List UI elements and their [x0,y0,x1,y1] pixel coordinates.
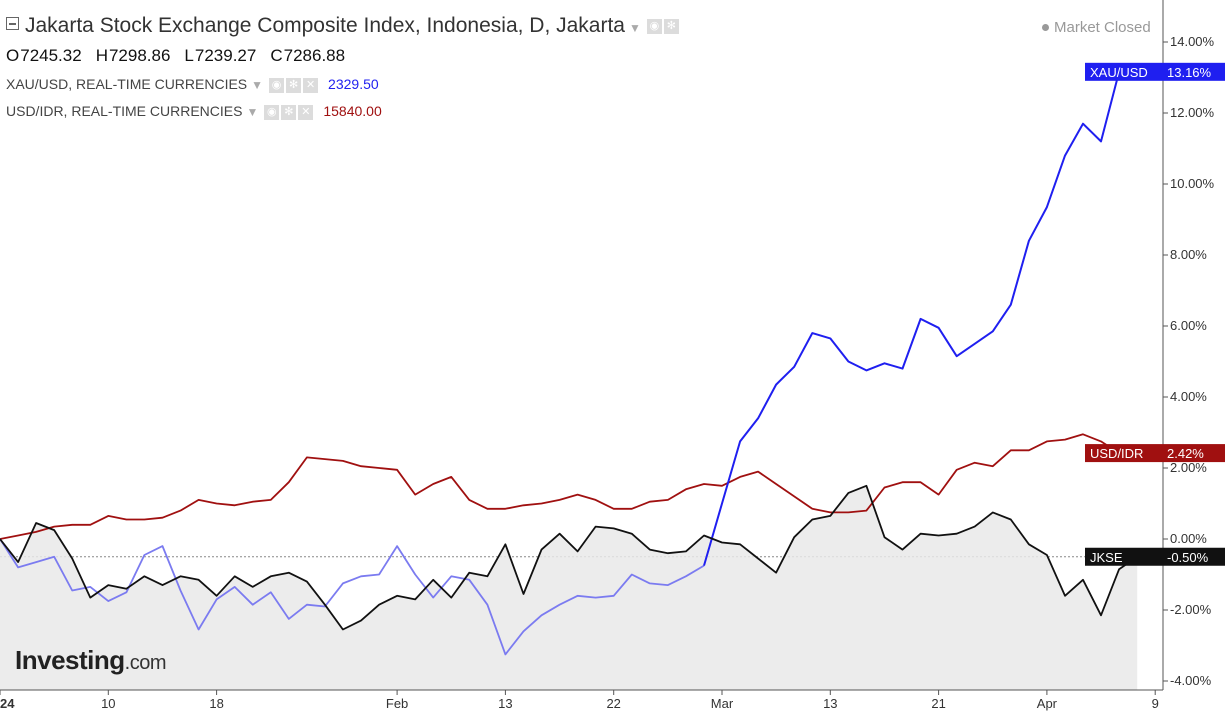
last-value-tag-value: 2.42% [1167,446,1204,461]
x-tick-label: 10 [101,696,115,711]
gear-icon[interactable]: ✻ [286,77,302,93]
ohlc-row: O7245.32 H7298.86 L7239.27 C7286.88 [6,46,359,66]
series-lines [0,71,1138,656]
x-tick-label: Mar [711,696,734,711]
high-label: H [95,46,108,65]
y-tick-label: 12.00% [1170,105,1215,120]
series-label-xau: XAU/USD, REAL-TIME CURRENCIES [6,76,248,92]
y-tick-label: 14.00% [1170,34,1215,49]
last-value-tag: USD/IDR 2.42% [1085,444,1225,463]
low-label: L [184,46,194,65]
last-value-tag-bg [1085,444,1225,463]
logo-suffix: .com [124,652,167,674]
eye-icon[interactable]: ◉ [264,104,280,120]
market-status-text: Market Closed [1054,19,1151,36]
chevron-down-icon[interactable]: ▼ [246,105,259,119]
last-value-tag: XAU/USD 13.16% [1085,62,1225,81]
chevron-down-icon[interactable]: ▼ [629,21,641,35]
series-label-idr: USD/IDR, REAL-TIME CURRENCIES [6,103,243,119]
series-line-usd-idr [0,433,1120,540]
close-value: 7286.88 [283,46,346,65]
chart-title: Jakarta Stock Exchange Composite Index, … [25,14,625,37]
last-value-tag-name: XAU/USD [1090,65,1148,80]
series-line-xau-usd-faded [0,538,705,656]
open-label: O [6,46,20,65]
last-value-tag-bg [1085,62,1225,81]
close-icon[interactable]: ✕ [298,104,314,120]
high-value: 7298.86 [108,46,171,65]
series-row-xau: XAU/USD, REAL-TIME CURRENCIES ▼ ◉ ✻ ✕ 2329.50 [6,76,379,93]
x-tick-label: 18 [209,696,223,711]
x-tick-label: Feb [386,696,408,711]
y-tick-label: 6.00% [1170,318,1207,333]
market-status: Market Closed [1042,19,1151,36]
gear-icon[interactable]: ✻ [281,104,297,120]
y-tick-label: 4.00% [1170,389,1207,404]
y-tick-label: -4.00% [1170,673,1212,688]
last-value-tag-name: USD/IDR [1090,446,1143,461]
jkse-area [0,485,1138,690]
chart-title-row: Jakarta Stock Exchange Composite Index, … [6,14,681,38]
x-tick-label: 9 [1152,696,1159,711]
x-tick-label: 13 [498,696,512,711]
series-line-xau-usd [703,71,1121,566]
x-tick-label: 24 [0,696,15,711]
y-tick-label: -2.00% [1170,602,1212,617]
x-tick-label: 21 [931,696,945,711]
last-value-tag-value: 13.16% [1167,65,1212,80]
series-value-xau: 2329.50 [328,76,379,92]
y-tick-label: 0.00% [1170,531,1207,546]
eye-icon[interactable]: ◉ [646,18,662,34]
last-value-tag-name: JKSE [1090,550,1123,565]
logo-main: Investing [15,645,125,675]
close-label: C [270,46,283,65]
status-dot-icon [1042,23,1049,31]
x-tick-label: 13 [823,696,837,711]
last-value-labels: XAU/USD 13.16% USD/IDR 2.42% JKSE -0.50% [1085,62,1225,566]
eye-icon[interactable]: ◉ [269,77,285,93]
gear-icon[interactable]: ✻ [663,18,679,34]
low-value: 7239.27 [194,46,257,65]
open-value: 7245.32 [20,46,82,65]
y-tick-label: 8.00% [1170,247,1207,262]
y-tick-label: 10.00% [1170,176,1215,191]
last-value-tag-bg [1085,547,1225,566]
investing-logo: Investing.com [15,645,166,676]
close-icon[interactable]: ✕ [303,77,319,93]
last-value-tag-value: -0.50% [1167,550,1209,565]
x-tick-label: Apr [1037,696,1058,711]
series-value-idr: 15840.00 [323,103,382,119]
last-value-tag: JKSE -0.50% [1085,547,1225,566]
chevron-down-icon[interactable]: ▼ [251,78,264,92]
series-row-idr: USD/IDR, REAL-TIME CURRENCIES ▼ ◉ ✻ ✕ 15840.0… [6,103,382,120]
x-tick-label: 22 [606,696,620,711]
series-line-jkse [0,484,1138,631]
jkse-area-fill [0,485,1138,690]
y-tick-label: 2.00% [1170,460,1207,475]
collapse-icon[interactable] [6,17,19,30]
